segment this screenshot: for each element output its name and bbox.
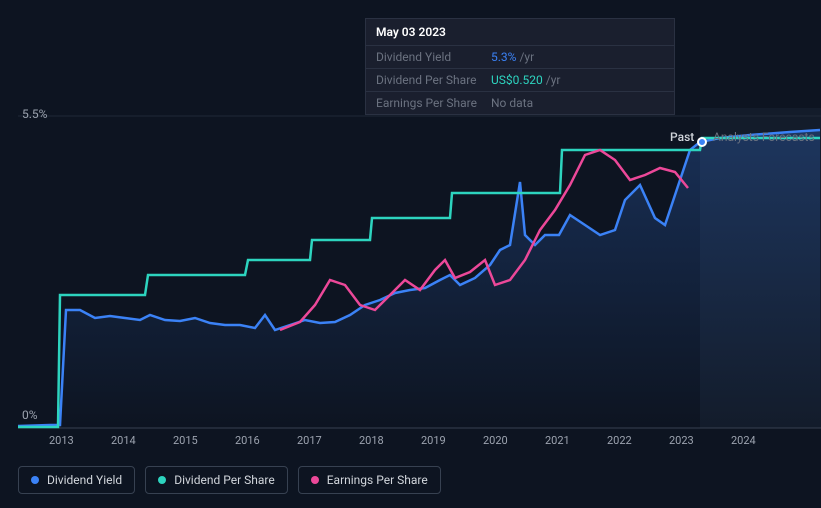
tooltip-row-label: Dividend Yield (376, 50, 491, 64)
legend-label: Dividend Per Share (174, 473, 275, 487)
x-axis-label: 2013 (49, 434, 74, 447)
legend-dividend-yield[interactable]: Dividend Yield (18, 466, 135, 494)
tooltip-row: Dividend Yield5.3%/yr (366, 46, 674, 69)
x-axis-label: 2022 (607, 434, 632, 447)
legend-dot-icon (311, 476, 319, 484)
chart-legend: Dividend Yield Dividend Per Share Earnin… (18, 466, 441, 494)
tooltip-row: Earnings Per ShareNo data (366, 92, 674, 114)
tooltip-row-label: Earnings Per Share (376, 96, 491, 110)
chart-tooltip: May 03 2023 Dividend Yield5.3%/yrDividen… (365, 18, 675, 115)
y-axis-max-label: 5.5% (22, 107, 47, 121)
tooltip-row-value: US$0.520 (491, 73, 543, 87)
dividend-chart: 5.5% 0% 2013 2014 2015 2016 2017 2018 2019 2020… (0, 0, 821, 508)
legend-dot-icon (31, 476, 39, 484)
tooltip-row-value: No data (491, 96, 533, 110)
legend-dot-icon (158, 476, 166, 484)
tooltip-row-unit: /yr (546, 73, 561, 87)
tooltip-row-unit: /yr (519, 50, 534, 64)
x-axis-label: 2015 (173, 434, 198, 447)
x-axis-label: 2019 (421, 434, 446, 447)
tooltip-date: May 03 2023 (366, 19, 674, 46)
past-label: Past (670, 130, 694, 144)
x-axis-label: 2023 (669, 434, 694, 447)
x-axis-label: 2018 (359, 434, 384, 447)
current-point-marker (698, 138, 706, 146)
x-axis-label: 2024 (731, 434, 756, 447)
tooltip-row-value: 5.3% (491, 50, 516, 64)
legend-label: Dividend Yield (47, 473, 122, 487)
dividend-yield-area (18, 130, 820, 428)
x-axis-label: 2020 (483, 434, 508, 447)
legend-earnings-per-share[interactable]: Earnings Per Share (298, 466, 441, 494)
legend-dividend-per-share[interactable]: Dividend Per Share (145, 466, 288, 494)
legend-label: Earnings Per Share (327, 473, 428, 487)
x-axis-label: 2021 (545, 434, 570, 447)
x-axis-label: 2014 (111, 434, 136, 447)
tooltip-row-label: Dividend Per Share (376, 73, 491, 87)
y-axis-min-label: 0% (22, 408, 38, 422)
tooltip-row: Dividend Per ShareUS$0.520/yr (366, 69, 674, 92)
x-axis-label: 2017 (297, 434, 322, 447)
x-axis-label: 2016 (235, 434, 260, 447)
forecast-label: Analysts Forecasts (713, 130, 815, 144)
